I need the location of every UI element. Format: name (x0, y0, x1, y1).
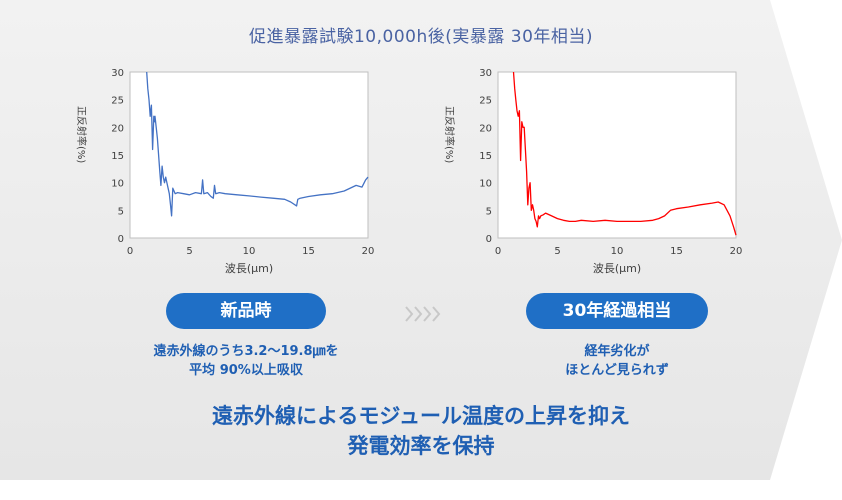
description-new-line-2: 平均 90%以上吸収 (189, 363, 303, 378)
chart-new-plot-area (129, 71, 369, 239)
label-30-years: 30年経過相当 (526, 293, 708, 329)
description-new: 遠赤外線のうち3.2～19.8㎛を 平均 90%以上吸収 (126, 342, 366, 380)
chart-new-ytick-label: 20 (111, 123, 124, 134)
chart-new-ylabel: 正反射率(%) (75, 106, 88, 163)
description-new-line-1: 遠赤外線のうち3.2～19.8㎛を (153, 344, 339, 359)
chart-30-xtick-label: 15 (670, 246, 683, 257)
chart-30-xtick-label: 20 (730, 246, 743, 257)
page-title: 促進暴露試験10,000h後(実暴露 30年相当) (248, 27, 594, 47)
chart-new-xtick-label: 15 (302, 246, 315, 257)
description-30-line-2: ほとんど見られず (565, 363, 669, 378)
chart-30-ylabel: 正反射率(%) (443, 106, 456, 163)
description-30-line-1: 経年劣化が (584, 344, 650, 359)
chart-30-ytick-label: 0 (486, 234, 492, 245)
chart-new-ytick-label: 5 (118, 206, 124, 217)
chart-30-series-line (512, 71, 737, 236)
chart-30-plot-area (497, 71, 737, 239)
chart-30-ytick-label: 5 (486, 206, 492, 217)
headline-line-1: 遠赤外線によるモジュール温度の上昇を抑え (212, 404, 630, 428)
chart-30-years-svg: 0 5 10 15 20 25 30 0 5 10 15 20 波長(μm) 正反射率(%) (443, 68, 742, 275)
chart-30-ytick-label: 30 (479, 68, 492, 79)
chart-30-xtick-label: 5 (554, 246, 560, 257)
chart-new-xtick-label: 0 (127, 246, 133, 257)
label-new: 新品時 (166, 293, 326, 329)
chart-30-xtick-label: 0 (495, 246, 501, 257)
chart-new-svg: 0 5 10 15 20 25 30 0 5 10 15 20 波長(μm) 正反射率(%) (75, 68, 374, 275)
chart-new-xtick-label: 5 (186, 246, 192, 257)
headline-line-2: 発電効率を保持 (347, 434, 495, 458)
chart-new-ytick-label: 30 (111, 68, 124, 79)
chart-30-xlabel: 波長(μm) (593, 262, 641, 275)
chart-30-ytick-label: 20 (479, 123, 492, 134)
chart-new-series-line (146, 71, 369, 217)
chart-new-ytick-label: 0 (118, 234, 124, 245)
chart-30-ytick-label: 15 (479, 151, 492, 162)
chart-30-ytick-label: 25 (479, 96, 492, 107)
chart-new-ytick-label: 15 (111, 151, 124, 162)
chart-new-ytick-label: 25 (111, 96, 124, 107)
chevron-arrows-icon (405, 306, 441, 322)
chart-new-xtick-label: 20 (362, 246, 375, 257)
chart-new-xtick-label: 10 (243, 246, 256, 257)
chart-new: 0 5 10 15 20 25 30 0 5 10 15 20 波長(μm) 正反射率(%) (75, 62, 374, 284)
chart-new-ytick-label: 10 (111, 179, 124, 190)
description-30-years: 経年劣化が ほとんど見られず (497, 342, 737, 380)
chart-30-xtick-label: 10 (611, 246, 624, 257)
chart-30-years: 0 5 10 15 20 25 30 0 5 10 15 20 波長(μm) 正反射率(%) (443, 62, 742, 284)
chart-new-xlabel: 波長(μm) (225, 262, 273, 275)
chart-30-ytick-label: 10 (479, 179, 492, 190)
